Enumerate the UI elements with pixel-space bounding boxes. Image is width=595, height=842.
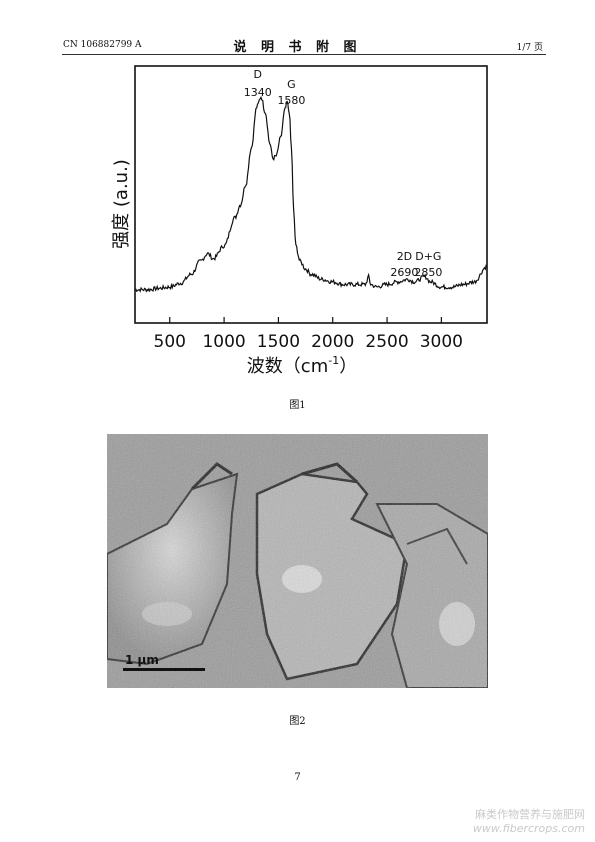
patent-number: CN 106882799 A [63,40,142,50]
scale-bar [123,668,205,671]
figure2-caption: 图2 [289,716,306,727]
peak-position-dplusg: 2850 [414,266,442,279]
scale-bar-label: 1 μm [125,653,159,667]
x-tick-labels: 500 1000 1500 2000 2500 3000 [154,332,463,352]
x-tick-label-3000: 3000 [420,332,463,352]
x-axis-title-close: ） [339,356,357,377]
peak-position-2d: 2690 [390,266,418,279]
section-title: 说 明 书 附 图 [233,40,362,55]
peak-label-g: G [287,78,296,91]
page-count: 1/7 页 [516,43,543,53]
x-ticks [169,317,442,323]
peak-label-2d: 2D [397,250,412,263]
spectrum-line [134,95,488,293]
x-axis-title-sup: -1 [328,354,339,367]
peak-label-dplusg: D+G [415,250,441,263]
watermark-cn: 麻类作物营养与施肥网 [475,808,585,821]
x-tick-label-2500: 2500 [365,332,408,352]
header-rule [62,54,546,55]
sem-micrograph: 1 μm [107,434,488,688]
x-tick-label-2000: 2000 [311,332,354,352]
raman-spectrum-chart: 500 1000 1500 2000 2500 3000 D 1340 G 1580 2D 2690… [111,65,488,377]
x-tick-label-500: 500 [154,332,186,352]
y-axis-title: 强度 (a.u.) [111,159,132,249]
x-axis-title: 波数（cm-1） [247,354,357,377]
peak-position-g: 1580 [277,94,305,107]
peak-label-d: D [254,68,262,81]
figure1-caption: 图1 [289,400,306,411]
peak-annotations: D 1340 G 1580 2D 2690 D+G 2850 [244,68,443,279]
page-number: 7 [294,772,301,783]
plot-frame [134,65,488,324]
sem-grain-overlay [107,434,488,688]
x-tick-label-1500: 1500 [257,332,300,352]
peak-position-d: 1340 [244,86,272,99]
x-axis-title-main: 波数（cm [247,356,328,377]
watermark-url: www.fibercrops.com [472,822,585,835]
x-tick-label-1000: 1000 [202,332,245,352]
